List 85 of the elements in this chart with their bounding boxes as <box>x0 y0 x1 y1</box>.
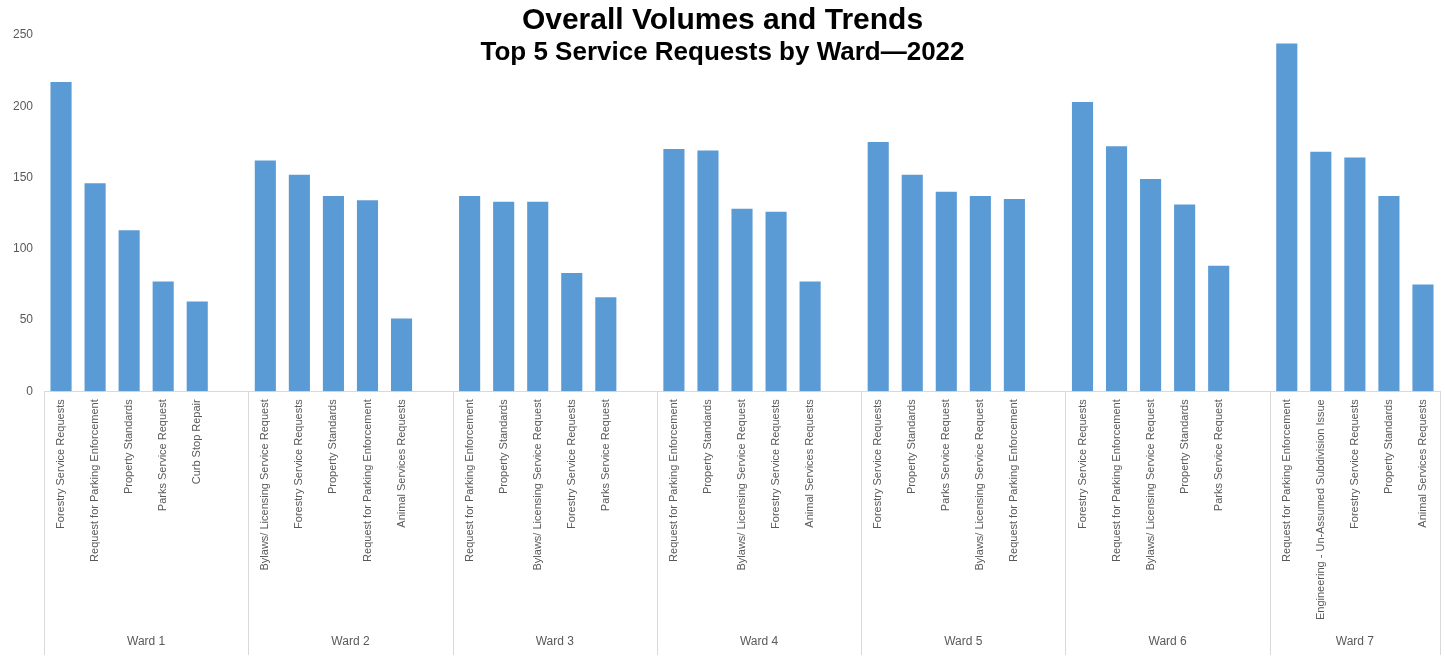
x-tick-label: Animal Services Requests <box>394 398 407 528</box>
bar <box>561 272 583 392</box>
y-tick-label: 100 <box>12 241 34 256</box>
bar <box>935 191 957 392</box>
bar <box>1276 43 1298 392</box>
x-tick-label: Property Standards <box>496 398 509 495</box>
x-tick-label: Forestry Service Requests <box>564 398 577 529</box>
x-tick-label: Request for Parking Enforcement <box>462 399 475 562</box>
bar <box>969 196 991 392</box>
chart-title: Overall Volumes and Trends <box>521 2 924 35</box>
x-tick-label: Property Standards <box>700 398 713 495</box>
x-tick-label: Animal Services Requests <box>1416 398 1429 528</box>
bar <box>152 281 174 392</box>
x-tick-label: Forestry Service Requests <box>769 398 782 529</box>
text: Ward 7 <box>1335 634 1375 649</box>
y-tick-label: 50 <box>19 312 34 327</box>
y-tick-label: 250 <box>12 27 34 42</box>
bar <box>595 297 617 392</box>
x-tick-label: Parks Service Request <box>156 399 169 512</box>
text: Ward 1 <box>127 634 166 649</box>
bar <box>322 196 344 392</box>
bar <box>1412 284 1434 392</box>
bar <box>663 149 685 392</box>
x-tick-label: Forestry Service Requests <box>292 398 305 529</box>
x-tick-label: Property Standards <box>1381 398 1394 495</box>
bar <box>390 318 413 392</box>
text: Ward 2 <box>331 634 370 649</box>
bar <box>288 174 310 392</box>
x-tick-label: Forestry Service Requests <box>54 398 67 529</box>
text: Ward 6 <box>1148 634 1188 649</box>
x-tick-label: Animal Services Requests <box>803 398 816 528</box>
x-tick-label: Request for Parking Enforcement <box>666 399 679 562</box>
text: Ward 5 <box>944 634 983 649</box>
x-tick-label: Request for Parking Enforcement <box>88 399 101 562</box>
x-tick-label: Forestry Service Requests <box>871 398 884 529</box>
bar <box>697 150 719 392</box>
bar <box>118 230 140 392</box>
bar <box>527 201 549 392</box>
bar <box>799 281 821 392</box>
bar <box>50 82 72 392</box>
x-tick-label: Curb Stop Repair <box>190 398 203 485</box>
x-tick-label: Parks Service Request <box>598 399 611 512</box>
bar <box>731 208 753 392</box>
bar <box>254 160 276 392</box>
bar <box>1003 198 1025 392</box>
x-tick-label: Request for Parking Enforcement <box>360 399 373 562</box>
x-tick-label: Property Standards <box>1177 398 1190 495</box>
bar <box>1208 265 1230 392</box>
bar <box>1105 146 1128 392</box>
x-tick-label: Parks Service Request <box>939 399 952 512</box>
x-tick-label: Bylaws/ Licensing Service Request <box>735 399 748 571</box>
x-tick-label: Bylaws/ Licensing Service Request <box>973 399 986 571</box>
bar <box>1344 157 1366 392</box>
bar <box>1140 178 1162 392</box>
x-tick-label: Bylaws/ Licensing Service Request <box>530 399 543 571</box>
bar <box>186 301 208 392</box>
x-tick-label: Parks Service Request <box>1211 399 1224 512</box>
x-tick-label: Property Standards <box>326 398 339 495</box>
x-tick-label: Forestry Service Requests <box>1347 398 1360 529</box>
chart-subtitle: Top 5 Service Requests by Ward—2022 <box>480 36 965 66</box>
y-tick-label: 150 <box>12 169 34 184</box>
y-tick-label: 0 <box>26 383 34 398</box>
bar <box>1310 151 1332 392</box>
text: Ward 4 <box>739 634 779 649</box>
text: Ward 3 <box>535 634 575 649</box>
x-tick-label: Bylaws/ Licensing Service Request <box>258 399 271 571</box>
x-tick-label: Bylaws/ Licensing Service Request <box>1143 399 1156 571</box>
x-tick-label: Request for Parking Enforcement <box>1007 399 1020 562</box>
x-tick-label: Request for Parking Enforcement <box>1109 399 1122 562</box>
x-tick-label: Request for Parking Enforcement <box>1279 399 1292 562</box>
bar <box>84 183 106 392</box>
bar <box>1378 196 1400 392</box>
bar <box>867 141 889 392</box>
y-tick-label: 200 <box>12 98 34 113</box>
bar <box>1174 204 1196 392</box>
x-tick-label: Property Standards <box>122 398 135 495</box>
bar <box>765 211 787 392</box>
bar <box>459 196 481 392</box>
bar <box>901 174 923 392</box>
x-tick-label: Forestry Service Requests <box>1075 398 1088 529</box>
x-tick-label: Engineering - Un-Assumed Subdivision Issue <box>1313 399 1326 621</box>
x-tick-label: Property Standards <box>905 398 918 495</box>
bar <box>493 201 515 392</box>
bar <box>356 200 379 392</box>
bar <box>1071 101 1094 392</box>
